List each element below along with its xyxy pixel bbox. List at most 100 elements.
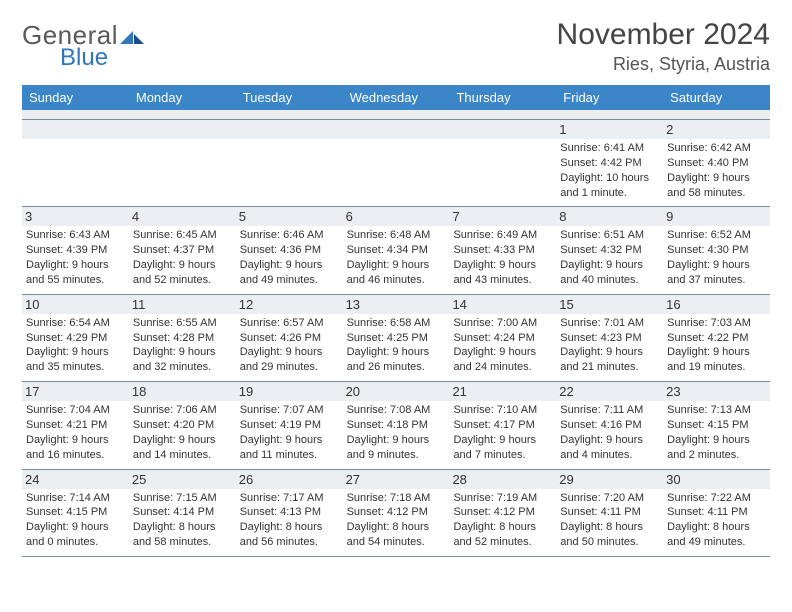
sunset-text: Sunset: 4:37 PM — [133, 243, 232, 258]
daylight-text: Daylight: 9 hours and 2 minutes. — [667, 433, 766, 463]
sunset-text: Sunset: 4:15 PM — [26, 505, 125, 520]
day-info: Sunrise: 6:46 AMSunset: 4:36 PMDaylight:… — [240, 228, 339, 287]
sunrise-text: Sunrise: 7:00 AM — [453, 316, 552, 331]
day-number — [343, 120, 450, 139]
day-number: 30 — [663, 470, 770, 489]
sunset-text: Sunset: 4:12 PM — [347, 505, 446, 520]
calendar-week: 1Sunrise: 6:41 AMSunset: 4:42 PMDaylight… — [22, 120, 770, 207]
day-info: Sunrise: 7:22 AMSunset: 4:11 PMDaylight:… — [667, 491, 766, 550]
sunset-text: Sunset: 4:30 PM — [667, 243, 766, 258]
sunset-text: Sunset: 4:23 PM — [560, 331, 659, 346]
daylight-text: Daylight: 8 hours and 52 minutes. — [453, 520, 552, 550]
day-number — [129, 120, 236, 139]
calendar-day — [449, 120, 556, 206]
daylight-text: Daylight: 9 hours and 24 minutes. — [453, 345, 552, 375]
daylight-text: Daylight: 9 hours and 4 minutes. — [560, 433, 659, 463]
day-info: Sunrise: 7:15 AMSunset: 4:14 PMDaylight:… — [133, 491, 232, 550]
day-number: 10 — [22, 295, 129, 314]
daylight-text: Daylight: 9 hours and 26 minutes. — [347, 345, 446, 375]
calendar-day: 2Sunrise: 6:42 AMSunset: 4:40 PMDaylight… — [663, 120, 770, 206]
day-info: Sunrise: 7:01 AMSunset: 4:23 PMDaylight:… — [560, 316, 659, 375]
sunrise-text: Sunrise: 6:57 AM — [240, 316, 339, 331]
daylight-text: Daylight: 9 hours and 16 minutes. — [26, 433, 125, 463]
sunrise-text: Sunrise: 6:49 AM — [453, 228, 552, 243]
day-info: Sunrise: 7:17 AMSunset: 4:13 PMDaylight:… — [240, 491, 339, 550]
sunrise-text: Sunrise: 7:14 AM — [26, 491, 125, 506]
sunrise-text: Sunrise: 6:46 AM — [240, 228, 339, 243]
day-info: Sunrise: 6:55 AMSunset: 4:28 PMDaylight:… — [133, 316, 232, 375]
calendar-day: 15 Sunrise: 7:01 AMSunset: 4:23 PMDayligh… — [556, 295, 663, 381]
calendar-day: 1Sunrise: 6:41 AMSunset: 4:42 PMDaylight… — [556, 120, 663, 206]
calendar-day: 29Sunrise: 7:20 AMSunset: 4:11 PMDayligh… — [556, 470, 663, 556]
calendar-day — [129, 120, 236, 206]
daylight-text: Daylight: 8 hours and 49 minutes. — [667, 520, 766, 550]
calendar-day: 6Sunrise: 6:48 AMSunset: 4:34 PMDaylight… — [343, 207, 450, 293]
calendar-day: 21Sunrise: 7:10 AMSunset: 4:17 PMDayligh… — [449, 382, 556, 468]
calendar-day: 9 Sunrise: 6:52 AMSunset: 4:30 PMDaylight… — [663, 207, 770, 293]
day-info: Sunrise: 6:43 AMSunset: 4:39 PMDaylight:… — [26, 228, 125, 287]
daylight-text: Daylight: 9 hours and 37 minutes. — [667, 258, 766, 288]
sunrise-text: Sunrise: 6:52 AM — [667, 228, 766, 243]
sunset-text: Sunset: 4:21 PM — [26, 418, 125, 433]
calendar-day: 12Sunrise: 6:57 AMSunset: 4:26 PMDayligh… — [236, 295, 343, 381]
sunset-text: Sunset: 4:39 PM — [26, 243, 125, 258]
sunrise-text: Sunrise: 7:01 AM — [560, 316, 659, 331]
sunset-text: Sunset: 4:19 PM — [240, 418, 339, 433]
day-info: Sunrise: 6:48 AMSunset: 4:34 PMDaylight:… — [347, 228, 446, 287]
title-block: November 2024 Ries, Styria, Austria — [557, 18, 770, 75]
day-info: Sunrise: 7:07 AMSunset: 4:19 PMDaylight:… — [240, 403, 339, 462]
calendar-day: 25Sunrise: 7:15 AMSunset: 4:14 PMDayligh… — [129, 470, 236, 556]
sunset-text: Sunset: 4:17 PM — [453, 418, 552, 433]
sunrise-text: Sunrise: 6:43 AM — [26, 228, 125, 243]
calendar-day: 10Sunrise: 6:54 AMSunset: 4:29 PMDayligh… — [22, 295, 129, 381]
day-number: 24 — [22, 470, 129, 489]
daylight-text: Daylight: 8 hours and 58 minutes. — [133, 520, 232, 550]
sunrise-text: Sunrise: 6:41 AM — [560, 141, 659, 156]
day-number: 7 — [449, 207, 556, 226]
sunrise-text: Sunrise: 7:15 AM — [133, 491, 232, 506]
weekday-header: Monday — [129, 85, 236, 110]
sunrise-text: Sunrise: 7:13 AM — [667, 403, 766, 418]
day-info: Sunrise: 6:51 AMSunset: 4:32 PMDaylight:… — [560, 228, 659, 287]
day-info: Sunrise: 7:19 AMSunset: 4:12 PMDaylight:… — [453, 491, 552, 550]
calendar-day: 17Sunrise: 7:04 AMSunset: 4:21 PMDayligh… — [22, 382, 129, 468]
day-info: Sunrise: 7:11 AMSunset: 4:16 PMDaylight:… — [560, 403, 659, 462]
daylight-text: Daylight: 8 hours and 50 minutes. — [560, 520, 659, 550]
sunset-text: Sunset: 4:42 PM — [560, 156, 659, 171]
page: General Blue November 2024 Ries, Styria,… — [0, 0, 792, 557]
calendar-week: 3Sunrise: 6:43 AMSunset: 4:39 PMDaylight… — [22, 207, 770, 294]
daylight-text: Daylight: 8 hours and 56 minutes. — [240, 520, 339, 550]
sunrise-text: Sunrise: 7:06 AM — [133, 403, 232, 418]
daylight-text: Daylight: 9 hours and 58 minutes. — [667, 171, 766, 201]
day-info: Sunrise: 7:08 AMSunset: 4:18 PMDaylight:… — [347, 403, 446, 462]
sunset-text: Sunset: 4:12 PM — [453, 505, 552, 520]
logo: General Blue — [22, 22, 144, 70]
day-info: Sunrise: 7:10 AMSunset: 4:17 PMDaylight:… — [453, 403, 552, 462]
calendar-week: 24Sunrise: 7:14 AMSunset: 4:15 PMDayligh… — [22, 470, 770, 557]
day-number — [236, 120, 343, 139]
sunset-text: Sunset: 4:11 PM — [560, 505, 659, 520]
day-number: 16 — [663, 295, 770, 314]
sunset-text: Sunset: 4:13 PM — [240, 505, 339, 520]
day-info: Sunrise: 7:20 AMSunset: 4:11 PMDaylight:… — [560, 491, 659, 550]
day-number: 9 — [663, 207, 770, 226]
day-number: 15 — [556, 295, 663, 314]
calendar-day: 22Sunrise: 7:11 AMSunset: 4:16 PMDayligh… — [556, 382, 663, 468]
sunrise-text: Sunrise: 7:22 AM — [667, 491, 766, 506]
day-info: Sunrise: 7:14 AMSunset: 4:15 PMDaylight:… — [26, 491, 125, 550]
calendar-day: 18Sunrise: 7:06 AMSunset: 4:20 PMDayligh… — [129, 382, 236, 468]
header: General Blue November 2024 Ries, Styria,… — [22, 18, 770, 75]
day-info: Sunrise: 7:13 AMSunset: 4:15 PMDaylight:… — [667, 403, 766, 462]
calendar-day — [236, 120, 343, 206]
sunset-text: Sunset: 4:32 PM — [560, 243, 659, 258]
sunrise-text: Sunrise: 7:17 AM — [240, 491, 339, 506]
day-info: Sunrise: 6:58 AMSunset: 4:25 PMDaylight:… — [347, 316, 446, 375]
sunrise-text: Sunrise: 6:45 AM — [133, 228, 232, 243]
daylight-text: Daylight: 9 hours and 11 minutes. — [240, 433, 339, 463]
daylight-text: Daylight: 9 hours and 43 minutes. — [453, 258, 552, 288]
sunset-text: Sunset: 4:40 PM — [667, 156, 766, 171]
location-subtitle: Ries, Styria, Austria — [557, 54, 770, 75]
weeks-container: 1Sunrise: 6:41 AMSunset: 4:42 PMDaylight… — [22, 120, 770, 557]
daylight-text: Daylight: 9 hours and 32 minutes. — [133, 345, 232, 375]
sunrise-text: Sunrise: 7:19 AM — [453, 491, 552, 506]
